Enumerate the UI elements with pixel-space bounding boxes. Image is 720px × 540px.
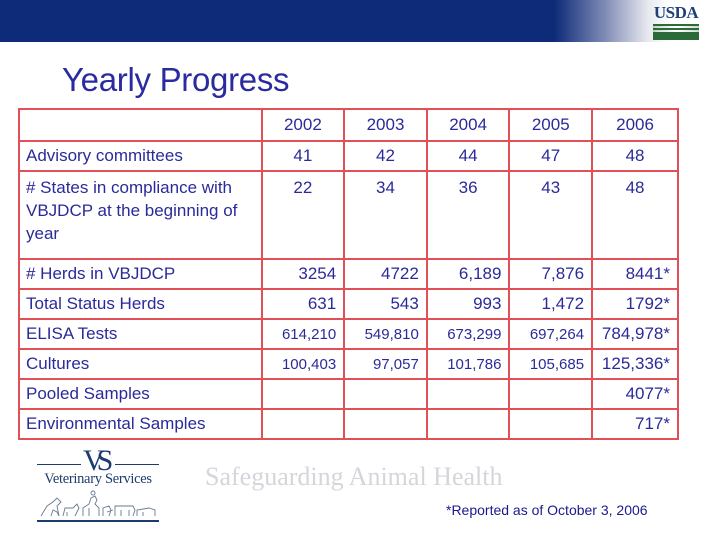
row-label: # Herds in VBJDCP [18, 258, 263, 290]
header-bar [0, 0, 720, 42]
slogan-text: Safeguarding Animal Health [205, 462, 503, 491]
table-row: Environmental Samples 717* [18, 408, 679, 440]
table-cell: 42 [343, 140, 428, 172]
table-cell: 47 [508, 140, 594, 172]
table-cell [508, 378, 594, 410]
column-header: 2005 [508, 108, 594, 142]
table-cell: 4077* [591, 378, 679, 410]
table-cell: 1,472 [508, 288, 594, 320]
table-cell: 549,810 [343, 318, 428, 350]
column-header: 2006 [591, 108, 679, 142]
usda-logo-icon [653, 24, 699, 40]
table-cell [343, 378, 428, 410]
table-row: Cultures 100,403 97,057 101,786 105,685 … [18, 348, 679, 380]
footnote: *Reported as of October 3, 2006 [446, 502, 648, 518]
table-cell: 44 [425, 140, 511, 172]
table-cell: 631 [260, 288, 346, 320]
table-cell: 543 [343, 288, 428, 320]
column-header: 2002 [260, 108, 346, 142]
row-label: Pooled Samples [18, 378, 263, 410]
column-header [18, 108, 263, 142]
table-cell: 3254 [260, 258, 346, 290]
progress-table: 2002 2003 2004 2005 2006 Advisory commit… [18, 108, 679, 440]
table-row: Advisory committees 41 42 44 47 48 [18, 140, 679, 172]
row-label: Environmental Samples [18, 408, 263, 440]
row-label: ELISA Tests [18, 318, 263, 350]
table-cell: 48 [591, 170, 679, 260]
table-cell: 101,786 [425, 348, 511, 380]
table-cell: 22 [260, 170, 346, 260]
logo-rule-left [37, 464, 81, 465]
table-cell: 717* [591, 408, 679, 440]
table-row: Pooled Samples 4077* [18, 378, 679, 410]
logo-rule-right [115, 464, 159, 465]
table-cell: 784,978* [591, 318, 679, 350]
table-cell: 697,264 [508, 318, 594, 350]
table-cell [425, 378, 511, 410]
table-cell: 8441* [591, 258, 679, 290]
column-header: 2004 [425, 108, 511, 142]
usda-logo: USDA [650, 4, 702, 42]
table-row: # Herds in VBJDCP 3254 4722 6,189 7,876 … [18, 258, 679, 290]
table-cell: 43 [508, 170, 594, 260]
table-cell [425, 408, 511, 440]
usda-logo-text: USDA [653, 3, 699, 22]
table-cell: 125,336* [591, 348, 679, 380]
vs-logo-name: Veterinary Services [44, 471, 152, 487]
table-cell: 4722 [343, 258, 428, 290]
table-cell [343, 408, 428, 440]
table-header-row: 2002 2003 2004 2005 2006 [18, 108, 679, 142]
table-row: ELISA Tests 614,210 549,810 673,299 697,… [18, 318, 679, 350]
table-cell: 7,876 [508, 258, 594, 290]
page-title: Yearly Progress [62, 61, 290, 98]
table-cell [260, 408, 346, 440]
table-cell: 6,189 [425, 258, 511, 290]
row-label: Total Status Herds [18, 288, 263, 320]
logo-underline [37, 520, 159, 522]
table-cell: 614,210 [260, 318, 346, 350]
table-cell: 48 [591, 140, 679, 172]
table-row: # States in compliance with VBJDCP at th… [18, 170, 679, 260]
table-cell: 993 [425, 288, 511, 320]
table-cell: 1792* [591, 288, 679, 320]
table-cell: 105,685 [508, 348, 594, 380]
column-header: 2003 [343, 108, 428, 142]
table-cell: 34 [343, 170, 428, 260]
veterinary-services-logo: VS Veterinary Services [35, 446, 161, 524]
table-row: Total Status Herds 631 543 993 1,472 179… [18, 288, 679, 320]
row-label: Advisory committees [18, 140, 263, 172]
row-label: Cultures [18, 348, 263, 380]
table-cell: 36 [425, 170, 511, 260]
row-label: # States in compliance with VBJDCP at th… [18, 170, 263, 260]
table-cell [508, 408, 594, 440]
table-cell: 100,403 [260, 348, 346, 380]
animals-illustration-icon [40, 490, 156, 517]
table-cell: 673,299 [425, 318, 511, 350]
table-cell: 97,057 [343, 348, 428, 380]
table-cell [260, 378, 346, 410]
table-cell: 41 [260, 140, 346, 172]
